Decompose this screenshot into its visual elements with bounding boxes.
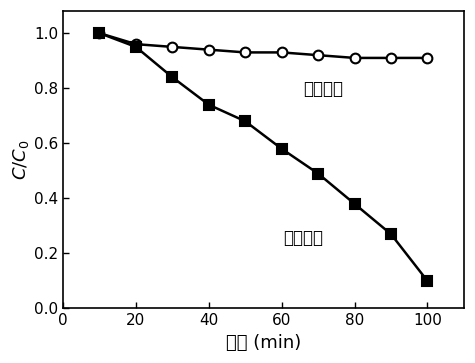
Y-axis label: $C/C_0$: $C/C_0$ — [11, 140, 31, 180]
Text: 催化试验: 催化试验 — [284, 229, 323, 247]
Text: 空白试验: 空白试验 — [304, 80, 343, 98]
X-axis label: 时间 (min): 时间 (min) — [226, 334, 301, 352]
